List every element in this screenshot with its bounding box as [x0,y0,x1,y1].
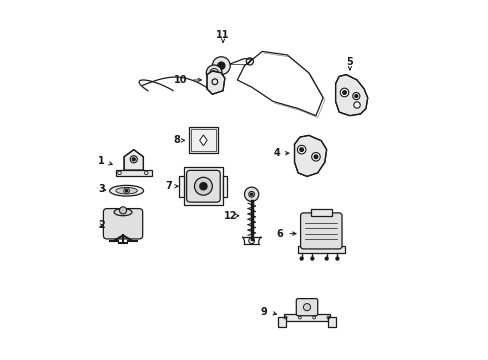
FancyBboxPatch shape [296,298,317,316]
Circle shape [335,257,338,260]
Bar [179,176,183,197]
FancyBboxPatch shape [186,170,220,202]
Bar [116,170,151,176]
Circle shape [125,190,127,192]
Ellipse shape [114,208,132,216]
FancyBboxPatch shape [103,208,142,239]
Bar [223,176,227,197]
Circle shape [206,65,222,81]
Bar [183,167,223,205]
Circle shape [342,91,346,94]
Text: 10: 10 [173,75,186,85]
Ellipse shape [116,188,137,194]
Circle shape [297,145,305,154]
FancyBboxPatch shape [300,213,341,249]
Polygon shape [199,135,207,146]
Text: 4: 4 [273,148,280,158]
Circle shape [352,93,359,100]
Text: 5: 5 [346,57,352,67]
Text: 2: 2 [98,220,105,230]
Circle shape [123,188,129,194]
Circle shape [303,303,310,311]
Text: 8: 8 [173,135,180,145]
Text: 6: 6 [276,229,283,239]
Polygon shape [206,71,224,94]
Circle shape [354,95,357,98]
Circle shape [244,187,258,202]
Text: 1: 1 [98,157,105,166]
Circle shape [246,58,253,65]
Text: 9: 9 [260,307,267,317]
Circle shape [217,62,224,69]
Polygon shape [335,75,367,116]
Circle shape [300,257,303,260]
Circle shape [194,177,212,195]
Circle shape [132,158,135,161]
Ellipse shape [109,185,143,196]
Bar [328,317,335,327]
Circle shape [200,183,206,190]
Bar [190,129,216,152]
Text: 12: 12 [223,211,237,221]
Bar [283,314,329,321]
Circle shape [353,102,360,108]
Circle shape [313,155,317,158]
Circle shape [212,57,230,75]
Circle shape [310,257,313,260]
Bar [189,127,217,153]
Circle shape [250,193,252,195]
Circle shape [212,71,216,75]
Text: 7: 7 [165,181,172,191]
Bar [278,317,285,327]
Text: 11: 11 [216,30,229,40]
Circle shape [299,148,303,152]
Circle shape [340,88,348,97]
Bar [298,246,344,253]
Polygon shape [294,135,326,176]
Circle shape [311,153,320,161]
Circle shape [130,156,137,163]
Text: 3: 3 [98,184,105,194]
Polygon shape [124,150,143,170]
Circle shape [325,257,327,260]
Bar [310,209,331,216]
Circle shape [119,207,126,214]
